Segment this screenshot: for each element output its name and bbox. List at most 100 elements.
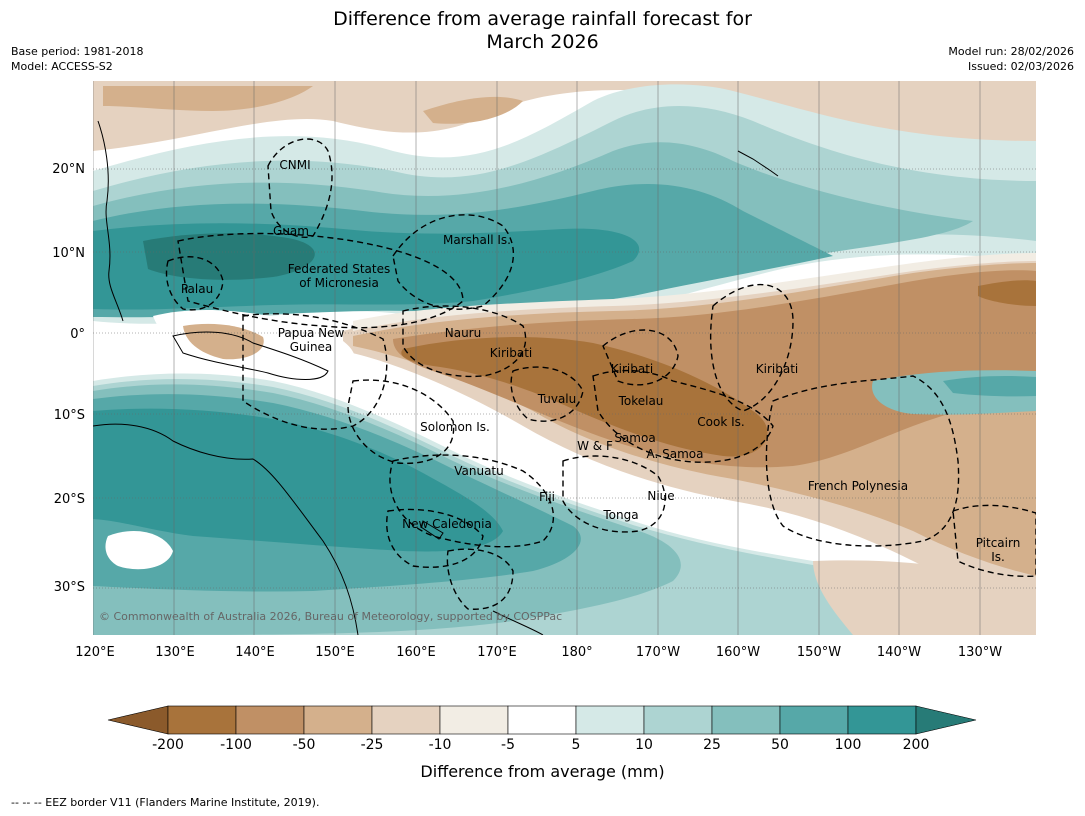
region-label: Papua New [278,326,345,340]
meta-left: Base period: 1981-2018 Model: ACCESS-S2 [11,44,143,74]
lon-label-140e: 140°E [235,645,275,660]
eez-tonga-niue [562,455,666,533]
region-label: Solomon Is. [420,420,490,434]
colorbar-seg-4 [371,705,441,735]
lon-label-170w: 170°W [635,645,681,660]
eez-tuvalu [510,366,584,422]
eez-cnmi [267,138,333,238]
colorbar-seg-6 [507,705,577,735]
new-guinea-coast [172,331,329,380]
lon-label-130e: 130°E [155,645,195,660]
chart-title-line1: Difference from average rainfall forecas… [333,8,752,30]
colorbar-dry-extend [107,705,169,735]
cb-tick-7: 10 [635,737,653,753]
philippines-coast [97,120,124,322]
south-wet-200 [93,408,503,552]
lon-label-150e: 150°E [315,645,355,660]
colorbar-seg-11 [847,705,917,735]
eez-palau [165,256,224,311]
cb-tick-6: 5 [571,737,581,753]
region-label: Pitcairn [976,536,1021,550]
region-label: Samoa [614,431,655,445]
cb-tick-1: -100 [220,737,252,753]
region-label: Tokelau [618,394,664,408]
cb-tick-3: -25 [360,737,384,753]
base-period-label: Base period: 1981-2018 [11,45,144,58]
eez-borders [165,138,1036,610]
colorbar-seg-5 [439,705,509,735]
meta-right: Model run: 28/02/2026 Issued: 02/03/2026 [948,44,1074,74]
lon-label-170e: 170°E [477,645,517,660]
region-label: Kiribati [756,362,798,376]
eez-south [446,548,514,610]
region-label: Tonga [602,508,638,522]
region-label: W & F [577,439,613,453]
region-label: of Micronesia [299,276,379,290]
region-label: Marshall Is. [443,233,511,247]
region-label: Is. [991,550,1005,564]
region-label: Guam [273,224,309,238]
region-label: Niue [647,489,674,503]
lat-label-20s: 20°S [53,492,85,507]
colorbar-seg-2 [235,705,305,735]
colorbar-seg-10 [779,705,849,735]
region-label: A. Samoa [647,447,704,461]
cb-tick-10: 100 [834,737,862,753]
region-label: Cook Is. [697,415,744,429]
nz-fragment [492,610,544,635]
eez-marshall [392,214,515,310]
cb-tick-9: 50 [771,737,789,753]
lon-label-140w: 140°W [876,645,922,660]
eq-neutral-gap [353,253,1036,331]
hawaii-coast [737,150,779,177]
colorbar-seg-9 [711,705,781,735]
lon-label-160e: 160°E [396,645,436,660]
cb-tick-2: -50 [292,737,316,753]
colorbar-seg-1 [167,705,237,735]
copyright-text: © Commonwealth of Australia 2026, Bureau… [99,610,563,623]
region-label: Kiribati [490,346,532,360]
eez-pitcairn [952,504,1036,578]
lon-label-180: 180° [561,645,593,660]
lat-label-10s: 10°S [53,408,85,423]
colorbar [107,705,977,735]
colorbar-seg-7 [575,705,645,735]
issued-label: Issued: 02/03/2026 [967,60,1074,73]
lon-label-150w: 150°W [796,645,842,660]
colorbar-wet-extend [915,705,977,735]
colorbar-title: Difference from average (mm) [420,762,665,781]
lon-label-160w: 160°W [715,645,761,660]
region-label: Fiji [539,490,555,504]
colorbar-seg-8 [643,705,713,735]
region-label: Palau [181,282,213,296]
region-label: Tuvalu [537,392,577,406]
eez-kiribati-w [402,305,527,378]
cb-tick-8: 25 [703,737,721,753]
east-wet-tongue-core [943,376,1036,397]
cb-tick-5: -5 [501,737,515,753]
region-label: Nauru [445,326,481,340]
north-wet-core [143,233,315,280]
colorbar-seg-3 [303,705,373,735]
eez-kiribati-e [710,283,794,412]
model-run-label: Model run: 28/02/2026 [948,45,1074,58]
lat-label-10n: 10°N [52,246,85,261]
region-label: Federated States [288,262,390,276]
region-label: Kiribati [611,362,653,376]
north-dry-core2 [423,96,523,124]
cb-tick-11: 200 [902,737,930,753]
chart-title: Difference from average rainfall forecas… [0,8,1085,54]
eq-dry-100 [401,337,768,457]
eez-solomon [347,379,455,465]
eez-vanuatu-fiji [389,454,554,548]
region-label: French Polynesia [808,479,908,493]
north-dry-core [103,86,313,111]
eez-fsm [177,232,464,329]
cb-tick-0: -200 [152,737,184,753]
lat-label-30s: 30°S [53,580,85,595]
footer-note: -- -- -- EEZ border V11 (Flanders Marine… [11,796,320,809]
lon-label-120e: 120°E [75,645,115,660]
eez-fp [765,375,960,547]
